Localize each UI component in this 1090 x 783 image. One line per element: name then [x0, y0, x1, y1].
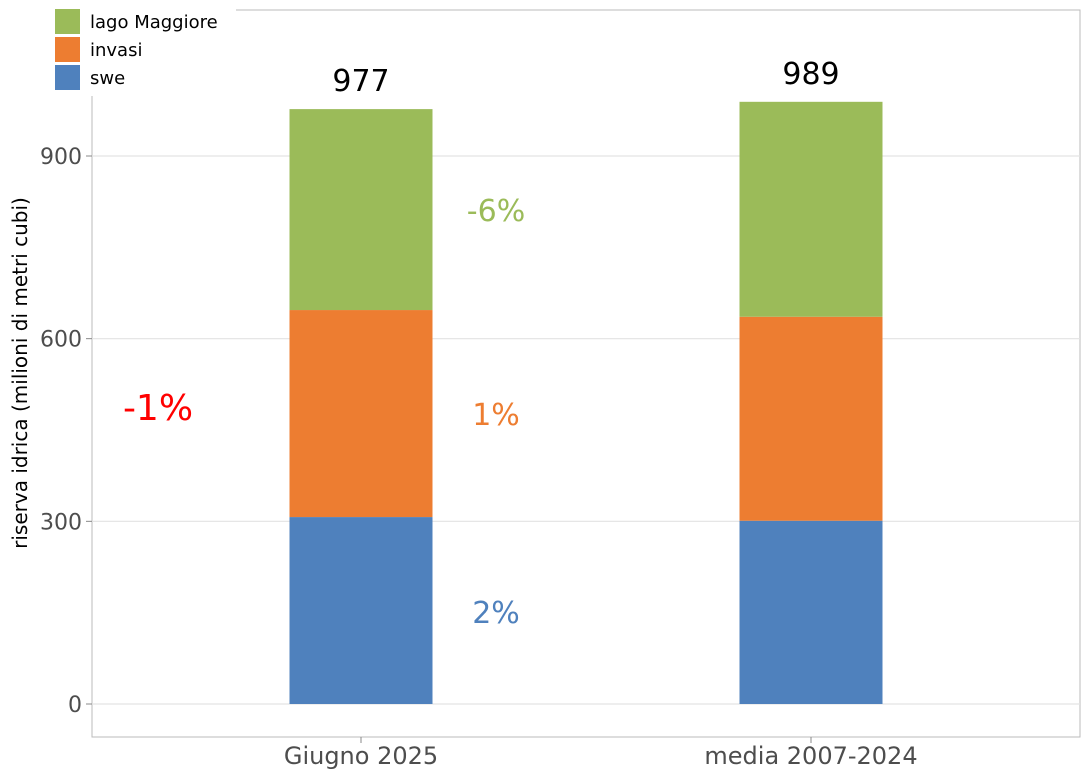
x-tick-label: Giugno 2025 [284, 742, 438, 770]
bar-invasi [739, 316, 883, 521]
legend-swatch [55, 65, 80, 90]
y-tick-label: 900 [40, 145, 82, 170]
legend-label: lago Maggiore [90, 12, 218, 33]
legend-label: invasi [90, 40, 142, 61]
y-tick-label: 300 [40, 510, 82, 535]
y-tick-label: 600 [40, 328, 82, 353]
bar-swe [289, 517, 433, 704]
bar-invasi [289, 310, 433, 518]
legend-swatch [55, 37, 80, 62]
bar-lago-maggiore [289, 109, 433, 311]
annotation-swe: 2% [472, 596, 520, 631]
bar-lago-maggiore [739, 101, 883, 317]
annotation-total: -1% [123, 388, 193, 429]
total-label: 977 [332, 64, 389, 99]
annotation-invasi: 1% [472, 398, 520, 433]
x-tick-label: media 2007-2024 [704, 742, 917, 770]
y-axis-label: riserva idrica (milioni di metri cubi) [8, 197, 32, 549]
plot-panel [91, 9, 1081, 738]
total-label: 989 [782, 57, 839, 92]
legend-label: swe [90, 68, 125, 89]
annotation-lago-maggiore: -6% [467, 194, 525, 229]
bar-swe [739, 520, 883, 704]
legend-swatch [55, 9, 80, 34]
y-tick-label: 0 [68, 693, 82, 718]
